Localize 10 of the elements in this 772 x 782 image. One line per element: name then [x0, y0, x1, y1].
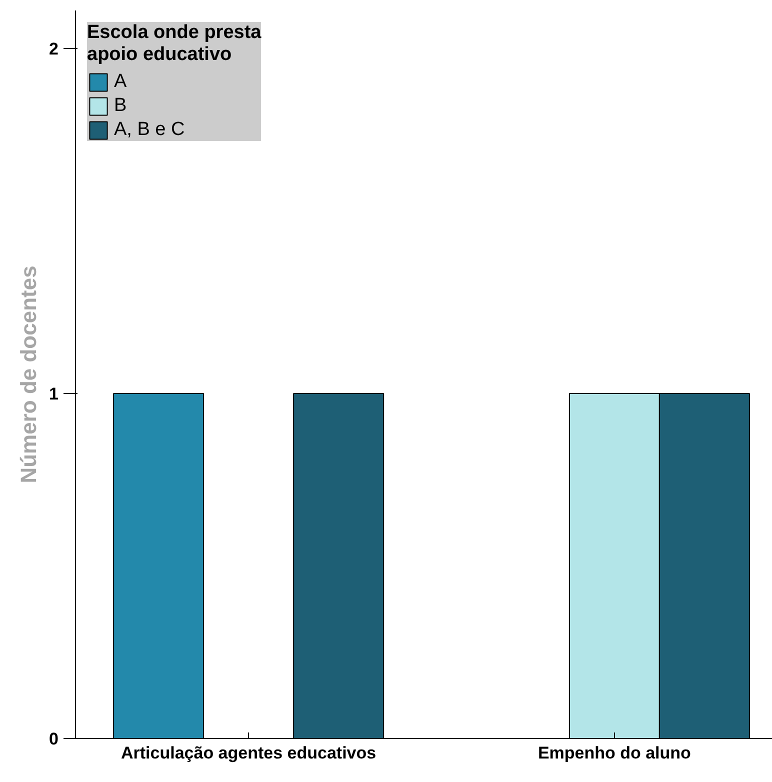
legend-label: B — [114, 95, 128, 117]
x-tick-label: Articulação agentes educativos — [121, 744, 376, 762]
y-axis-title: Número de docentes — [16, 266, 42, 484]
legend-title: Escola onde presta apoio educativo — [87, 22, 262, 66]
y-tick-label: 0 — [49, 730, 59, 748]
y-tick-label: 2 — [49, 39, 59, 58]
y-tick-label: 1 — [49, 384, 59, 404]
legend-label: A — [114, 71, 128, 93]
legend-label: A, B e C — [114, 119, 185, 141]
x-tick-label: Empenho do aluno — [538, 744, 691, 762]
